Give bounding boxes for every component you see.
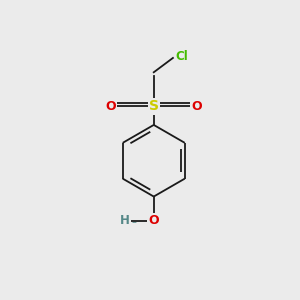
Text: O: O	[106, 100, 116, 113]
Text: Cl: Cl	[176, 50, 188, 63]
Text: O: O	[191, 100, 202, 113]
Text: O: O	[148, 214, 159, 227]
Text: S: S	[149, 100, 159, 113]
Text: H: H	[120, 214, 130, 227]
Text: –: –	[131, 217, 136, 227]
